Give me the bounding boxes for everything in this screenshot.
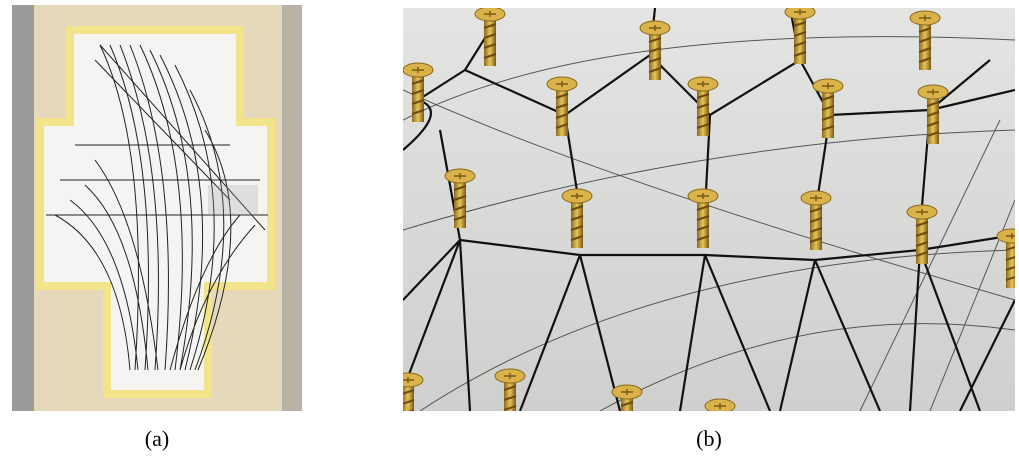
photo-a	[12, 5, 302, 411]
page: (a) (b) (() => { const data = JSON.parse…	[0, 0, 1019, 457]
caption-a: (a)	[145, 426, 169, 451]
caption-b: (b)	[696, 426, 722, 451]
photo-b	[393, 5, 1019, 457]
figure: (a) (b)	[0, 0, 1019, 457]
